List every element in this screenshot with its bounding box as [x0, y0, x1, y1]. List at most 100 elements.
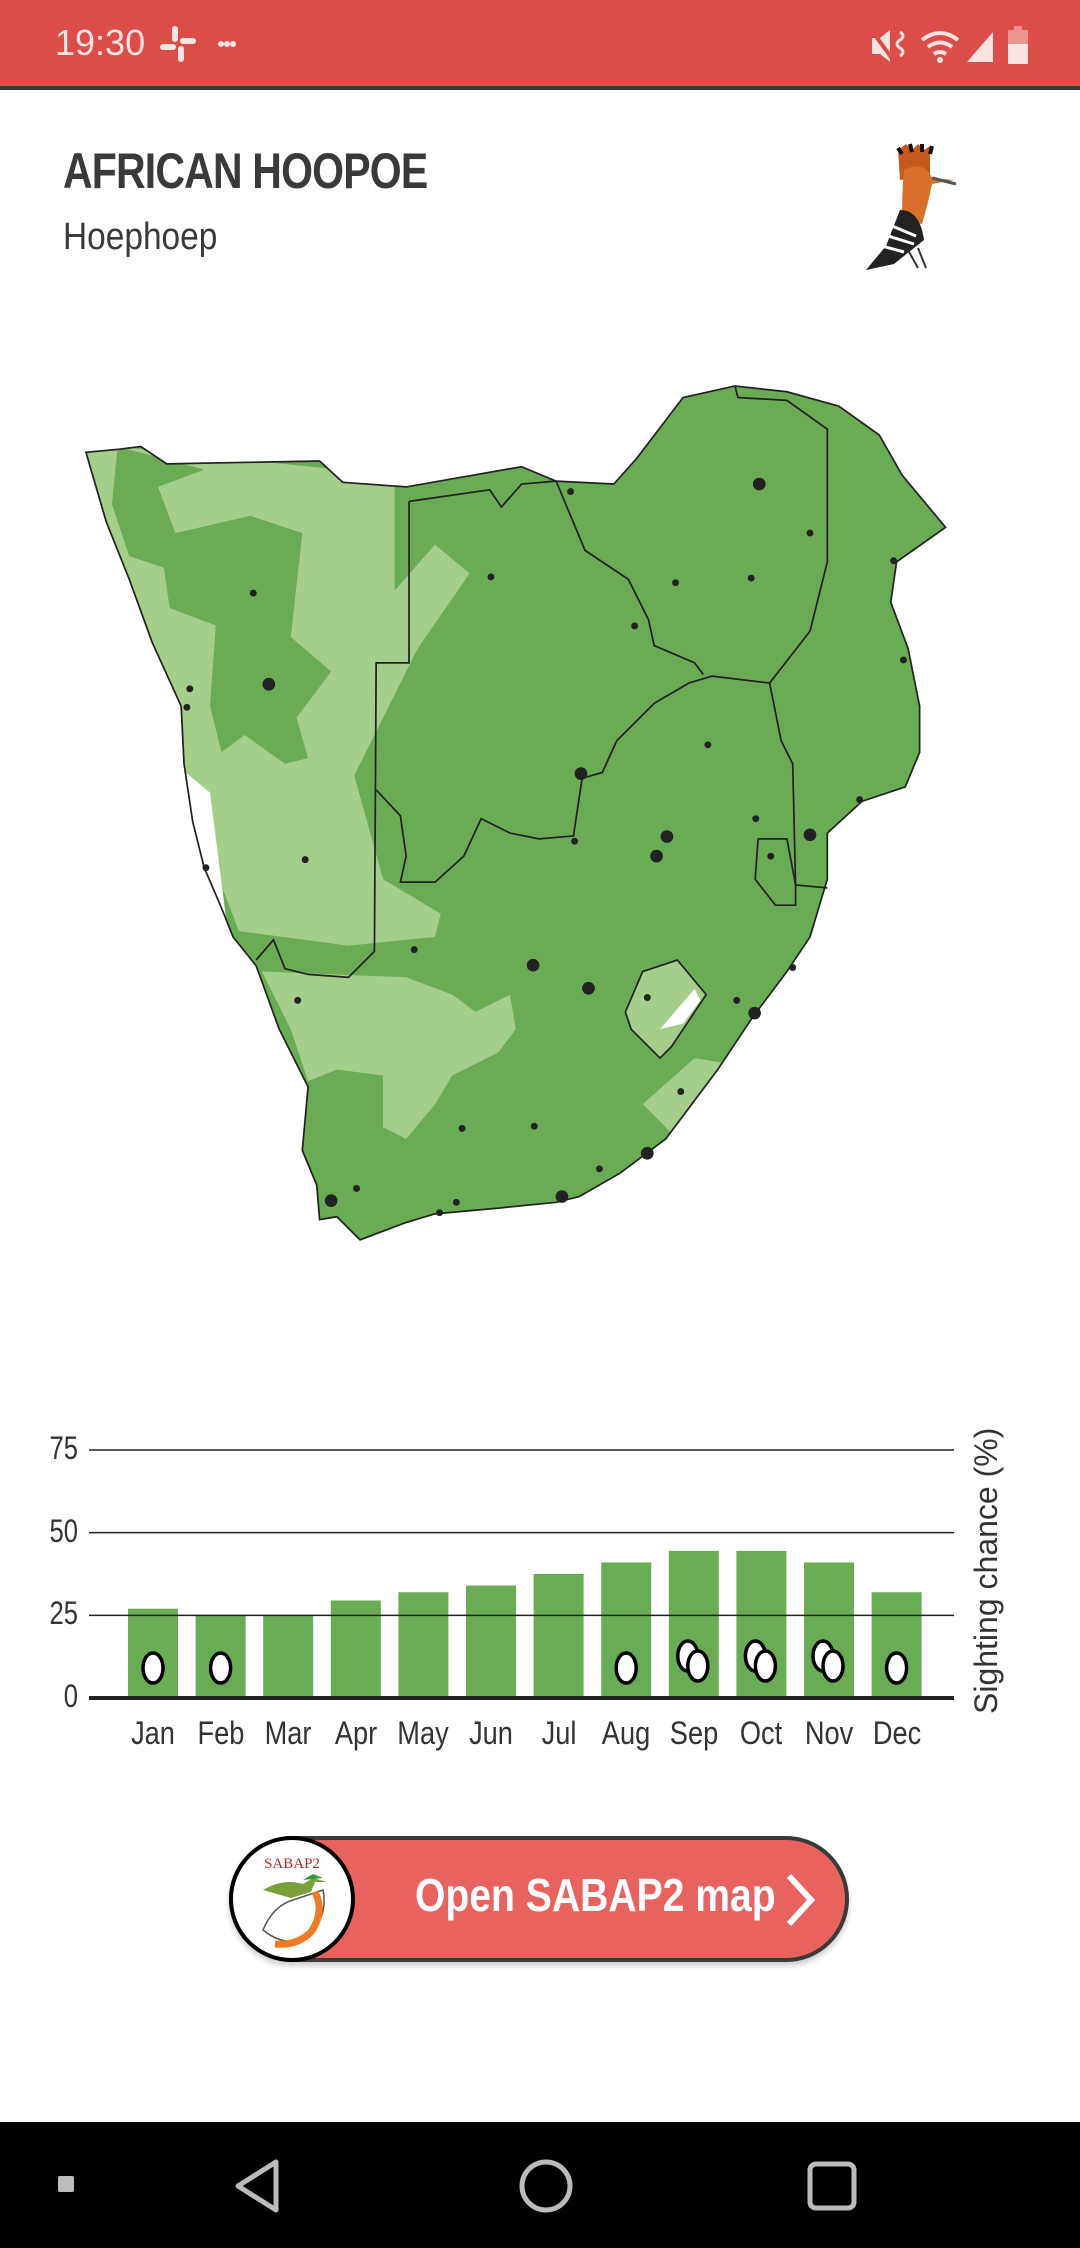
open-sabap2-map-button[interactable]: SABAP2 Open SABAP2 map [229, 1836, 849, 1962]
map-city-dot [660, 830, 674, 843]
battery-icon [1008, 26, 1028, 64]
breeding-egg-icon [141, 1651, 165, 1685]
map-coastline [84, 385, 947, 1241]
map-city-dot [752, 815, 760, 823]
x-tick-label: Jun [469, 1715, 513, 1751]
map-city-dot [856, 796, 864, 804]
hoopoe-bird-icon [866, 143, 957, 270]
x-tick-label: Apr [334, 1715, 377, 1751]
map-city-dot [574, 767, 588, 780]
map-city-dot [704, 741, 712, 749]
map-country-border [255, 501, 410, 979]
status-time: 19:30 [55, 22, 146, 63]
chart-plot [89, 1449, 954, 1700]
map-city-dot [890, 557, 898, 565]
x-tick-label: May [397, 1715, 450, 1751]
species-local-name: Hoephoep [63, 216, 218, 258]
sighting-chart: 0 25 50 75 Jan Feb Mar Apr May Jun Jul Aug Sep Oct No… [0, 1400, 1080, 1780]
sabap2-logo: SABAP2 [229, 1836, 355, 1962]
signal-icon [967, 32, 993, 62]
mute-icon [870, 28, 905, 64]
map-no-data-lesotho [660, 988, 701, 1030]
map-city-dot [262, 677, 276, 691]
map-country-border [624, 958, 708, 1060]
map-city-dot [530, 1122, 538, 1130]
map-country-border [734, 385, 829, 684]
svg-text:SABAP2: SABAP2 [264, 1856, 320, 1872]
y-tick-label: 25 [49, 1595, 78, 1632]
map-city-dot [436, 1209, 444, 1217]
map-city-dot [900, 656, 907, 664]
map-country-border [754, 837, 797, 907]
map-city-dot [640, 1146, 654, 1160]
bar-jul [533, 1574, 584, 1698]
map-city-dot [458, 1125, 466, 1132]
recents-icon[interactable] [58, 2176, 74, 2192]
map-city-dot [733, 996, 741, 1004]
map-city-dot [353, 1185, 360, 1192]
map-city-dot [526, 958, 540, 972]
map-country-border [768, 682, 828, 889]
home-icon[interactable] [518, 2158, 574, 2214]
x-tick-label: Feb [197, 1715, 245, 1751]
y-tick-label: 0 [63, 1678, 78, 1714]
map-city-dot [452, 1198, 460, 1206]
map-city-dot [301, 856, 309, 864]
map-city-dot [324, 1194, 338, 1207]
map-low-region-east [642, 1058, 730, 1134]
wifi-icon [920, 31, 960, 63]
map-city-dot [748, 1006, 761, 1020]
bar-may [398, 1592, 449, 1698]
sabap2-logo-icon: SABAP2 [262, 1856, 327, 1948]
map-city-dot [643, 994, 651, 1001]
y-axis-title: Sighting chance (%) [968, 1427, 1004, 1714]
overview-icon[interactable] [806, 2160, 858, 2212]
y-tick-label: 75 [49, 1430, 78, 1466]
x-tick-label: Mar [264, 1715, 312, 1751]
bar-jun [466, 1585, 516, 1698]
map-city-dot [555, 1190, 569, 1203]
status-bar: 19:30 [0, 0, 1080, 90]
map-city-dot [677, 1088, 685, 1095]
x-tick-label: Nov [804, 1715, 854, 1751]
distribution-map [84, 385, 947, 1241]
map-low-region-karoo [261, 971, 516, 1139]
map-city-dot [747, 574, 755, 582]
x-tick-label: Aug [601, 1715, 651, 1751]
map-city-dot [202, 864, 210, 872]
map-city-dot [803, 828, 817, 842]
map-city-dot [567, 488, 575, 495]
back-icon[interactable] [232, 2158, 284, 2214]
map-city-dot [582, 981, 595, 995]
map-city-dot [186, 685, 194, 693]
breeding-egg-icon [821, 1649, 845, 1683]
navigation-bar [0, 2122, 1080, 2248]
bar-mar [263, 1615, 314, 1698]
x-tick-label: Oct [740, 1715, 783, 1751]
map-city-dot [410, 946, 418, 954]
map-city-dot [806, 529, 814, 537]
breeding-egg-icon [208, 1651, 233, 1685]
map-city-dot [789, 964, 797, 971]
map-country-border [555, 480, 704, 675]
breeding-egg-icon [614, 1651, 638, 1685]
x-tick-label: Sep [669, 1715, 718, 1751]
map-high-region-namibia [111, 446, 332, 764]
map-city-dot [672, 579, 680, 587]
more-icon [218, 41, 236, 47]
map-city-dot [650, 849, 663, 863]
map-city-dot [752, 477, 766, 491]
map-low-region-lesotho [625, 960, 707, 1059]
x-tick-label: Jul [541, 1715, 576, 1751]
map-city-dot [487, 573, 495, 581]
y-tick-label: 50 [49, 1512, 78, 1549]
bar-apr [330, 1600, 381, 1698]
x-tick-label: Jan [131, 1715, 175, 1751]
chevron-right-icon [786, 1874, 815, 1926]
slack-icon [160, 26, 196, 62]
map-city-dot [249, 589, 257, 597]
map-city-dot [595, 1165, 603, 1173]
map-city-dot [183, 703, 191, 711]
map-city-dot [294, 996, 302, 1004]
breeding-egg-icon [884, 1651, 909, 1685]
